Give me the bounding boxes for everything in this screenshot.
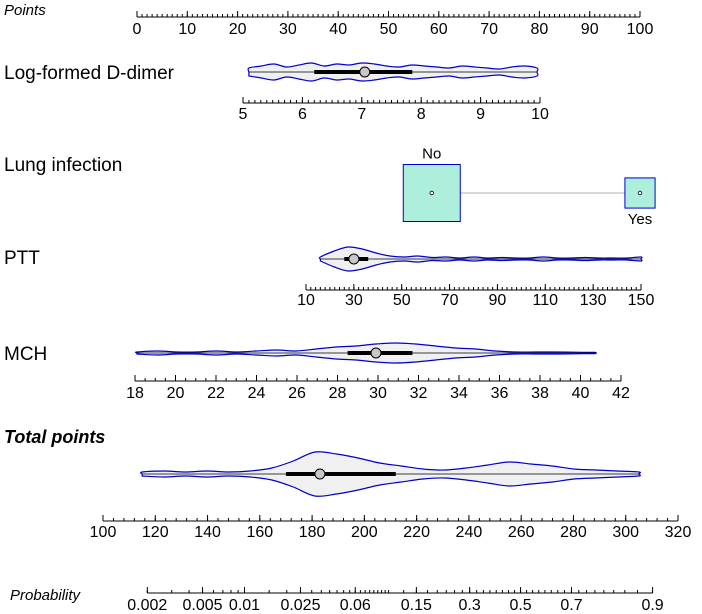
ddimer-axis: 5 6 7 8 9 10 [239,97,549,123]
ptt-tick-label: 90 [489,292,507,309]
total-median-dot [314,468,326,480]
total-tick-label: 320 [665,524,692,541]
mch-title: MCH [4,344,47,365]
lung-infection-boxes: No Yes [402,146,656,228]
ptt-tick-label: 150 [628,292,655,309]
prob-tick-label: 0.7 [560,597,582,614]
total-axis: 100 120 140 160 180 200 220 240 260 280 300 320 [90,515,692,541]
ddimer-tick-label: 9 [476,106,485,123]
mch-tick-label: 22 [207,385,225,402]
points-axis: 0 10 20 30 40 50 60 70 80 90 100 [133,11,654,38]
prob-tick-label: 0.15 [401,597,432,614]
total-tick-label: 160 [246,524,273,541]
mch-tick-label: 34 [450,385,468,402]
points-tick-label: 70 [480,21,498,38]
mch-tick-label: 42 [612,385,630,402]
prob-tick-label: 0.025 [280,597,320,614]
points-tick-label: 20 [229,21,247,38]
mch-tick-label: 18 [126,385,144,402]
points-tick-label: 30 [279,21,297,38]
mch-tick-label: 30 [369,385,387,402]
prob-tick-label: 0.01 [229,597,260,614]
probability-title: Probability [10,587,82,604]
total-tick-label: 240 [456,524,483,541]
total-tick-label: 100 [90,524,117,541]
prob-tick-label: 0.5 [509,597,531,614]
prob-tick-label: 0.06 [340,597,371,614]
mch-tick-label: 38 [531,385,549,402]
ptt-tick-label: 10 [297,292,315,309]
total-tick-label: 140 [194,524,221,541]
total-tick-label: 120 [142,524,169,541]
lung-no-label: No [422,146,441,163]
prob-tick-label: 0.002 [127,597,167,614]
mch-tick-label: 24 [248,385,266,402]
mch-violin [134,342,597,364]
lung-yes-label: Yes [628,211,652,228]
points-title: Points [4,2,46,19]
total-tick-label: 180 [299,524,326,541]
prob-tick-label: 0.3 [459,597,481,614]
ddimer-title: Log-formed D-dimer [4,63,175,84]
ddimer-tick-label: 10 [531,106,549,123]
prob-tick-label: 0.9 [641,597,663,614]
points-tick-label: 0 [133,21,142,38]
mch-axis: 18 20 22 24 26 28 30 32 34 36 38 40 42 [126,375,630,402]
points-tick-label: 10 [178,21,196,38]
points-tick-label: 50 [380,21,398,38]
points-tick-label: 60 [430,21,448,38]
points-tick-label: 40 [329,21,347,38]
mch-tick-label: 28 [329,385,347,402]
lung-no-dot [429,190,434,196]
ptt-tick-label: 70 [441,292,459,309]
points-tick-label: 80 [531,21,549,38]
ddimer-tick-label: 5 [239,106,248,123]
ptt-tick-label: 110 [533,292,559,309]
total-tick-label: 300 [612,524,639,541]
ddimer-tick-label: 8 [417,106,426,123]
total-tick-label: 200 [351,524,378,541]
ddimer-tick-label: 6 [298,106,307,123]
prob-tick-label: 0.005 [183,597,223,614]
ptt-tick-label: 30 [345,292,363,309]
ddimer-median-dot [359,66,371,78]
total-title: Total points [4,427,105,447]
lung-yes-dot [637,190,643,196]
ptt-title: PTT [4,248,40,269]
ptt-tick-label: 130 [580,292,607,309]
probability-axis: 0.002 0.005 0.01 0.025 0.06 0.15 0.3 0.5 0.7 0.9 [127,587,664,614]
mch-median-dot [370,347,382,359]
mch-tick-label: 20 [167,385,185,402]
points-tick-label: 90 [581,21,599,38]
ptt-tick-label: 50 [393,292,411,309]
ddimer-tick-label: 7 [357,106,366,123]
mch-tick-label: 32 [410,385,428,402]
total-tick-label: 260 [508,524,535,541]
ddimer-violin [247,62,539,82]
mch-tick-label: 26 [288,385,306,402]
mch-tick-label: 36 [491,385,509,402]
ptt-median-dot [348,253,360,265]
ptt-violin [318,246,643,272]
total-violin [140,451,641,497]
ptt-axis: 10 30 50 70 90 110 130 150 [297,284,654,309]
total-tick-label: 280 [560,524,587,541]
lung-title: Lung infection [4,155,122,176]
mch-tick-label: 40 [572,385,590,402]
total-tick-label: 220 [403,524,430,541]
points-tick-label: 100 [627,21,654,38]
